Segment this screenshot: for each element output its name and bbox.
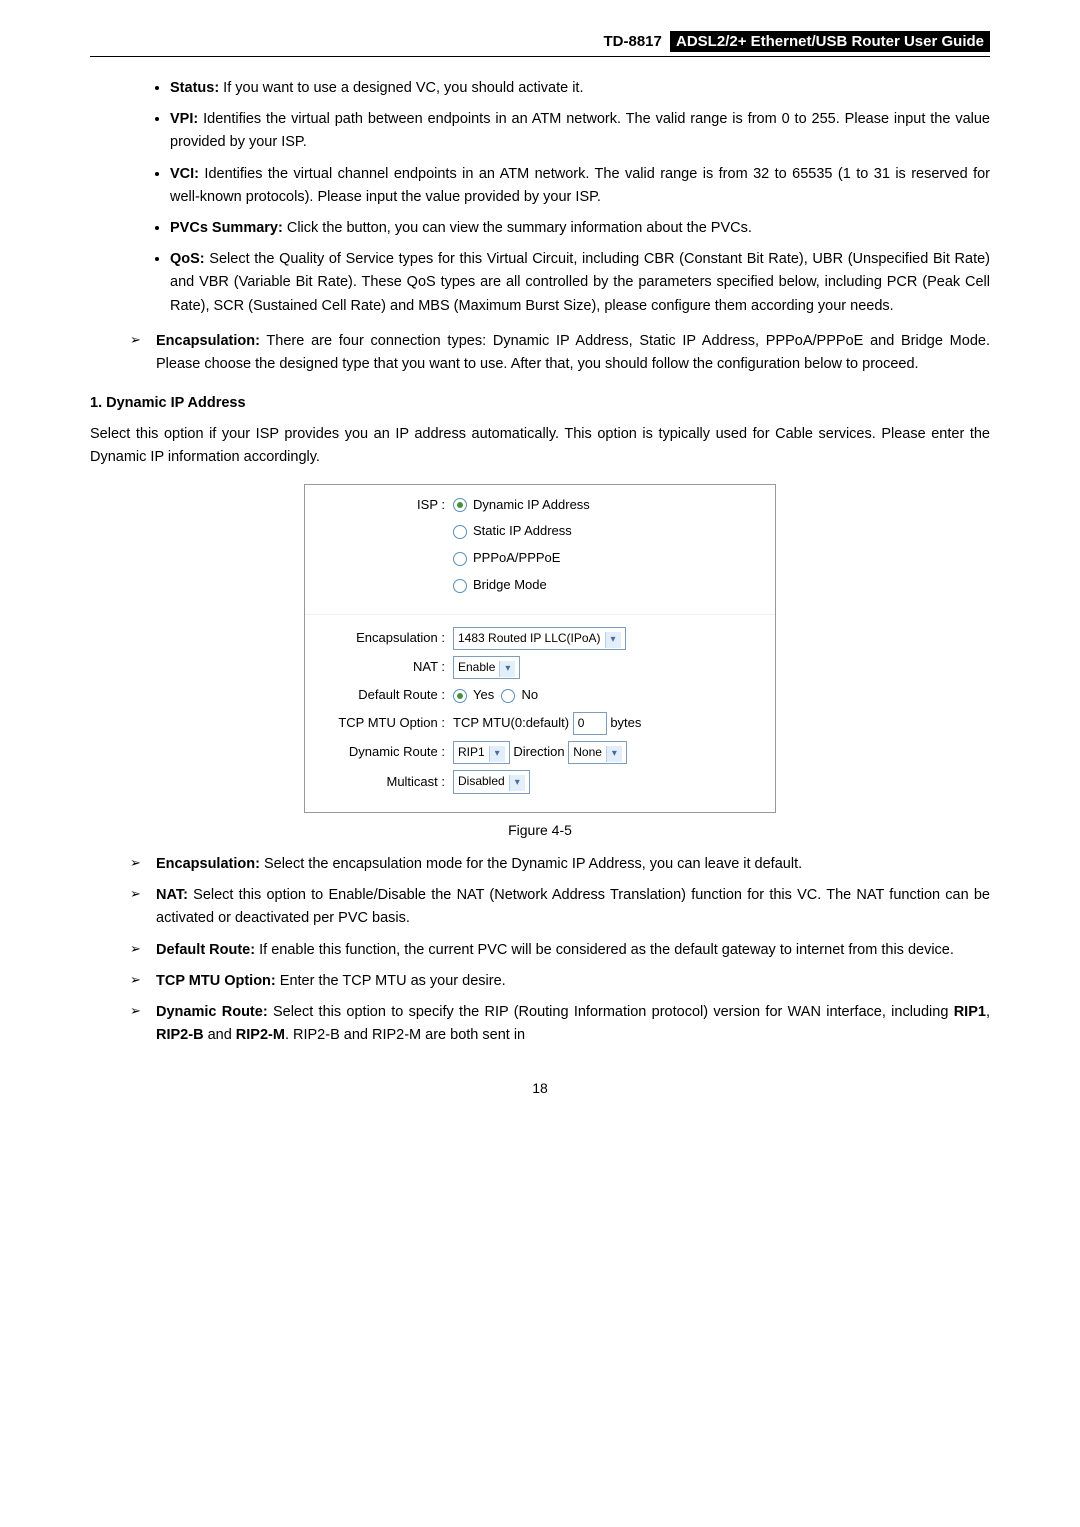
header-title: ADSL2/2+ Ethernet/USB Router User Guide xyxy=(670,31,990,52)
defroute-form-label: Default Route : xyxy=(317,685,453,706)
direction-select[interactable]: None ▾ xyxy=(568,741,627,764)
chevron-down-icon: ▾ xyxy=(606,746,622,762)
radio-yes[interactable] xyxy=(453,689,467,703)
tcpmtu2-text: Enter the TCP MTU as your desire. xyxy=(276,973,506,989)
dynroute-value: RIP1 xyxy=(458,745,485,759)
nat-form-label: NAT : xyxy=(317,657,453,678)
defroute2-label: Default Route: xyxy=(156,942,255,958)
qos-text: Select the Quality of Service types for … xyxy=(170,251,990,313)
arrow-icon: ➢ xyxy=(130,884,156,930)
arrow-icon: ➢ xyxy=(130,330,156,376)
bullet-vci: VCI: Identifies the virtual channel endp… xyxy=(170,163,990,209)
rip2m: RIP2-M xyxy=(236,1027,285,1043)
arrow-tcpmtu: ➢ TCP MTU Option: Enter the TCP MTU as y… xyxy=(130,970,990,993)
status-label: Status: xyxy=(170,80,219,96)
tcpmtu2-label: TCP MTU Option: xyxy=(156,973,276,989)
dynroute2-post: . RIP2-B and RIP2-M are both sent in xyxy=(285,1027,525,1043)
arrow-encapsulation: ➢ Encapsulation: There are four connecti… xyxy=(130,330,990,376)
tcpmtu-form-label: TCP MTU Option : xyxy=(317,713,453,734)
arrow-icon: ➢ xyxy=(130,853,156,876)
arrow-defroute: ➢ Default Route: If enable this function… xyxy=(130,939,990,962)
nat-select[interactable]: Enable ▾ xyxy=(453,656,520,679)
vci-text: Identifies the virtual channel endpoints… xyxy=(170,166,990,205)
dynroute2-pre: Select this option to specify the RIP (R… xyxy=(268,1004,954,1020)
direction-label: Direction xyxy=(513,744,564,759)
bullet-qos: QoS: Select the Quality of Service types… xyxy=(170,248,990,318)
vpi-text: Identifies the virtual path between endp… xyxy=(170,111,990,150)
sep2: and xyxy=(204,1027,236,1043)
encap-label: Encapsulation: xyxy=(156,333,260,349)
direction-value: None xyxy=(573,745,602,759)
page-number: 18 xyxy=(90,1077,990,1099)
status-text: If you want to use a designed VC, you sh… xyxy=(219,80,583,96)
section-para: Select this option if your ISP provides … xyxy=(90,423,990,469)
arrow-icon: ➢ xyxy=(130,939,156,962)
arrow-encap2: ➢ Encapsulation: Select the encapsulatio… xyxy=(130,853,990,876)
chevron-down-icon: ▾ xyxy=(489,746,505,762)
bullet-vpi: VPI: Identifies the virtual path between… xyxy=(170,108,990,154)
encap2-label: Encapsulation: xyxy=(156,856,260,872)
vpi-label: VPI: xyxy=(170,111,198,127)
nat-value: Enable xyxy=(458,660,495,674)
multicast-value: Disabled xyxy=(458,774,505,788)
radio-dynamic[interactable] xyxy=(453,498,467,512)
defroute2-text: If enable this function, the current PVC… xyxy=(255,942,954,958)
vci-label: VCI: xyxy=(170,166,199,182)
nat2-label: NAT: xyxy=(156,887,188,903)
figure-form: ISP : Dynamic IP Address Static IP Addre… xyxy=(90,484,990,813)
encap-value: 1483 Routed IP LLC(IPoA) xyxy=(458,631,601,645)
figure-caption: Figure 4-5 xyxy=(90,819,990,841)
dynroute-select[interactable]: RIP1 ▾ xyxy=(453,741,510,764)
nat2-text: Select this option to Enable/Disable the… xyxy=(156,887,990,926)
no-label: No xyxy=(521,687,538,702)
qos-label: QoS: xyxy=(170,251,205,267)
encap-select[interactable]: 1483 Routed IP LLC(IPoA) ▾ xyxy=(453,627,626,650)
opt-bridge: Bridge Mode xyxy=(473,577,547,592)
bullet-pvcs: PVCs Summary: Click the button, you can … xyxy=(170,217,990,240)
opt-pppoa: PPPoA/PPPoE xyxy=(473,550,560,565)
opt-dynamic: Dynamic IP Address xyxy=(473,497,590,512)
pvcs-label: PVCs Summary: xyxy=(170,220,283,236)
encap-text: There are four connection types: Dynamic… xyxy=(156,333,990,372)
isp-label: ISP : xyxy=(317,495,453,516)
dynroute2-label: Dynamic Route: xyxy=(156,1004,268,1020)
chevron-down-icon: ▾ xyxy=(605,632,621,648)
pvcs-text: Click the button, you can view the summa… xyxy=(283,220,752,236)
opt-static: Static IP Address xyxy=(473,523,572,538)
sep1: , xyxy=(986,1004,990,1020)
page-header: TD-8817 ADSL2/2+ Ethernet/USB Router Use… xyxy=(90,30,990,57)
bytes-label: bytes xyxy=(610,715,641,730)
section-heading: 1. Dynamic IP Address xyxy=(90,392,990,415)
tcpmtu-input[interactable]: 0 xyxy=(573,712,607,735)
arrow-icon: ➢ xyxy=(130,970,156,993)
arrow-dynroute: ➢ Dynamic Route: Select this option to s… xyxy=(130,1001,990,1047)
radio-bridge[interactable] xyxy=(453,579,467,593)
rip2b: RIP2-B xyxy=(156,1027,204,1043)
header-model: TD-8817 xyxy=(599,33,665,50)
bullet-status: Status: If you want to use a designed VC… xyxy=(170,77,990,100)
multicast-form-label: Multicast : xyxy=(317,772,453,793)
multicast-select[interactable]: Disabled ▾ xyxy=(453,770,530,793)
rip1: RIP1 xyxy=(954,1004,986,1020)
encap2-text: Select the encapsulation mode for the Dy… xyxy=(260,856,802,872)
radio-static[interactable] xyxy=(453,525,467,539)
encap-form-label: Encapsulation : xyxy=(317,628,453,649)
arrow-nat: ➢ NAT: Select this option to Enable/Disa… xyxy=(130,884,990,930)
yes-label: Yes xyxy=(473,687,494,702)
chevron-down-icon: ▾ xyxy=(509,775,525,791)
radio-pppoa[interactable] xyxy=(453,552,467,566)
radio-no[interactable] xyxy=(501,689,515,703)
arrow-icon: ➢ xyxy=(130,1001,156,1047)
dynroute-form-label: Dynamic Route : xyxy=(317,742,453,763)
tcpmtu-text: TCP MTU(0:default) xyxy=(453,715,569,730)
chevron-down-icon: ▾ xyxy=(499,661,515,677)
bullet-list: Status: If you want to use a designed VC… xyxy=(90,77,990,318)
